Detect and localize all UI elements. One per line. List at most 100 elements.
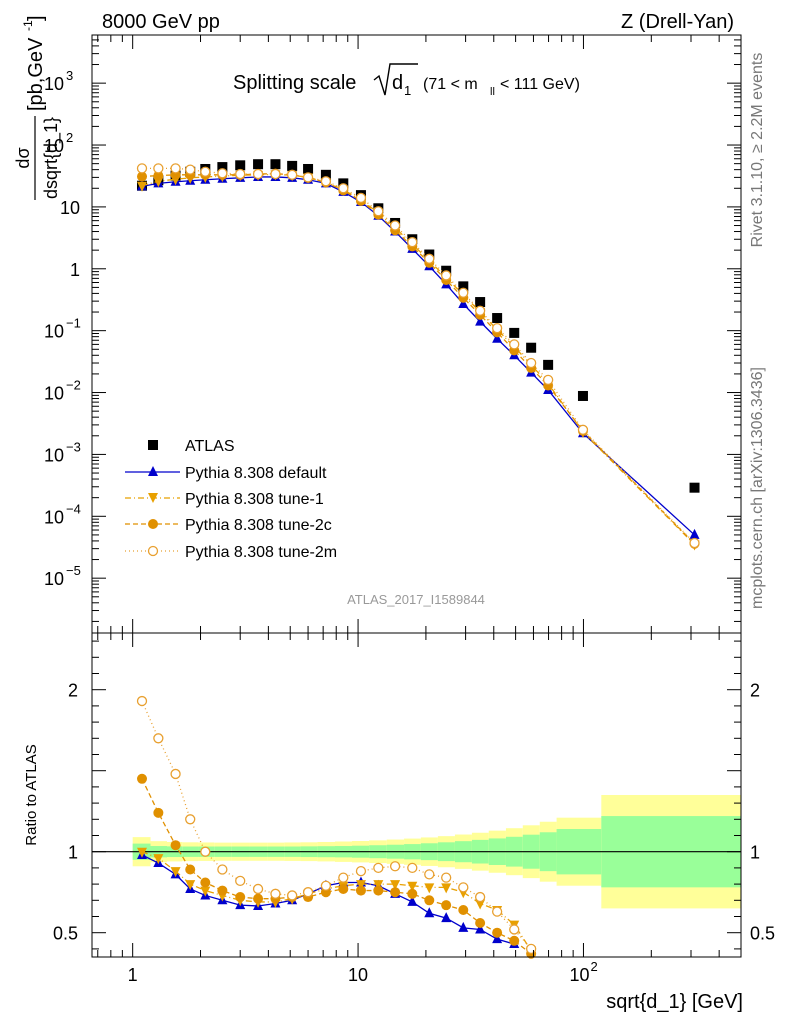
main-series-4-point [338, 183, 349, 194]
main-series-4-point [407, 236, 418, 248]
ratio-series-1-point [373, 880, 384, 891]
main-series-2-point [137, 181, 148, 192]
main-series-0-point [217, 162, 228, 173]
main-series-0-point [303, 163, 314, 174]
main-series-4-point [542, 374, 554, 386]
ratio-panel: 0.5 0.51 12 21 10 10 2 Ratio to ATLAS sqrt{d_1… [23, 632, 775, 1013]
ratio-series-1-point [137, 847, 148, 858]
y-tick-label: 10 [60, 198, 80, 218]
main-series-4-point [200, 166, 211, 177]
ratio-series-3-point [302, 887, 314, 898]
main-series-4-point [217, 168, 228, 179]
main-series-0-point [253, 159, 264, 170]
ratio-series-3-point [509, 924, 520, 935]
ratio-series-3-point [136, 695, 148, 707]
y-tick-label: 10 [44, 136, 64, 156]
legend-label-default: Pythia 8.308 default [185, 465, 327, 482]
main-series-4-point [373, 206, 384, 217]
title-cut-pre: (71 < m [423, 76, 478, 93]
ratio-series-1-point [185, 880, 196, 891]
ratio-series-1-point [200, 886, 211, 897]
main-series-4-point [287, 169, 298, 180]
main-series-0-point [475, 297, 486, 308]
ratio-series-3-point [458, 882, 469, 893]
main-series-0-point [320, 169, 331, 180]
title-text: Splitting scale [233, 72, 356, 94]
legend-label-atlas: ATLAS [185, 438, 235, 455]
main-series-4-point [170, 163, 181, 174]
main-series-4-point [153, 163, 164, 174]
ratio-y-tick-label: 1 [68, 843, 78, 863]
ylabel-denominator: dsqrt{d_1} [41, 117, 62, 199]
main-series-4-point [458, 287, 469, 298]
ratio-y-tick-label-right: 1 [750, 843, 760, 863]
ratio-y-tick-label: 2 [68, 681, 78, 701]
y-tick-label: 10 [44, 74, 64, 94]
x-tick-label: 1 [128, 965, 138, 985]
ratio-series-3-point [355, 865, 367, 877]
ratio-series-3-point [373, 862, 384, 874]
ratio-series-3-point [252, 883, 264, 895]
ratio-series-3-point [217, 864, 228, 875]
ratio-series-1-point [407, 881, 418, 892]
title-sqrt-sub: 1 [404, 83, 411, 98]
x-tick-label-exponent: 2 [590, 959, 597, 974]
ylabel-unit-close: ] [25, 15, 47, 21]
ratio-series-3-point [270, 888, 281, 899]
ratio-series-0-point [475, 923, 486, 934]
ratio-series-1-point [170, 867, 181, 878]
ratio-series-1-point [355, 880, 366, 891]
main-series-4-point [577, 424, 589, 435]
ratio-series-2-point [475, 917, 486, 928]
ratio-series-2-point [137, 773, 148, 784]
ratio-series-2-point [509, 935, 520, 946]
energy-label: 8000 GeV pp [102, 11, 220, 33]
ratio-frame [91, 632, 742, 958]
ratio-series-2 [137, 773, 537, 959]
legend-label-tune-1: Pythia 8.308 tune-1 [185, 491, 324, 508]
y-tick-label-exponent: −5 [66, 563, 81, 578]
legend-marker-default [148, 466, 158, 476]
main-series-0-point [689, 482, 700, 493]
ratio-series-1-line [141, 851, 532, 951]
ratio-series-3-point [474, 891, 486, 903]
ratio-series-0-point [441, 912, 452, 923]
ratio-series-0-point [458, 921, 469, 932]
main-series-1-point [689, 528, 700, 539]
y-tick-label: 10 [44, 445, 64, 465]
main-series-4-point [424, 253, 435, 264]
y-tick-label: 10 [44, 384, 64, 404]
main-series-1 [137, 170, 700, 539]
legend-label-tune-2c: Pythia 8.308 tune-2c [185, 517, 332, 534]
ratio-series-1-point [441, 883, 452, 894]
main-series-4-point [689, 537, 700, 549]
main-series-4-point [525, 357, 537, 369]
legend-marker-tune-1 [148, 493, 158, 503]
y-tick-label: 1 [70, 260, 80, 280]
main-series-4-point [491, 322, 503, 334]
main-series-1-point [475, 315, 486, 326]
main-series-4-point [320, 176, 332, 187]
legend: ATLAS Pythia 8.308 default Pythia 8.308 … [125, 438, 337, 561]
title-cut-sub: ll [490, 86, 495, 98]
legend-item-tune-2c: Pythia 8.308 tune-2c [125, 517, 332, 534]
chart-title: Splitting scale d 1 (71 < m ll < 111 GeV… [233, 63, 580, 98]
main-series-3-point [137, 171, 148, 182]
legend-marker-tune-2m [147, 545, 159, 557]
ratio-series-2-point [338, 883, 349, 894]
ratio-series-2-point [185, 864, 196, 875]
main-series-0-point [492, 313, 503, 324]
main-series-0-point [270, 159, 281, 170]
y-tick-label-exponent: −3 [66, 439, 81, 454]
main-series-3-line [141, 172, 695, 545]
y-axis-label: dσ dsqrt{d_1} [pb,GeV -1 ] [13, 15, 62, 200]
main-series-0-point [543, 359, 554, 370]
main-series-1-point [458, 297, 469, 308]
main-series-4-point [252, 168, 264, 180]
main-series-4-point [235, 168, 246, 180]
ylabel-unit: [pb,GeV [25, 37, 47, 111]
legend-item-tune-1: Pythia 8.308 tune-1 [125, 491, 324, 508]
ratio-series-3-point [200, 846, 211, 857]
main-series-4-point [136, 163, 148, 174]
ratio-series-1-point [475, 899, 486, 910]
